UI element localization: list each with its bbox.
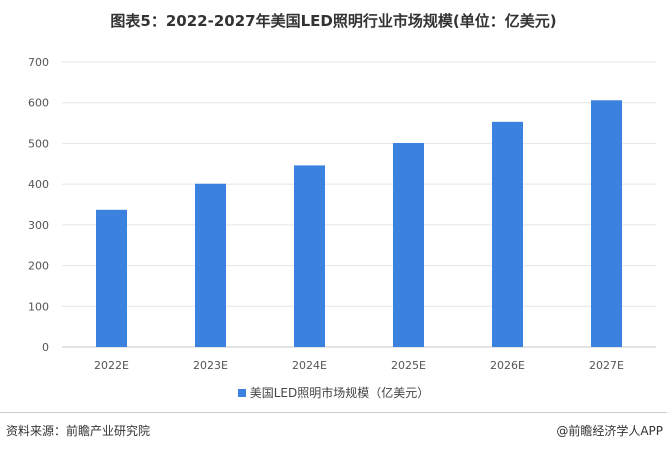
legend-swatch [237,389,246,397]
bar [492,121,523,347]
x-tick-label: 2026E [490,359,525,372]
y-tick-label: 400 [28,178,49,191]
y-tick-label: 500 [28,137,49,150]
bar [393,143,424,347]
x-tick-label: 2025E [391,359,426,372]
y-tick-label: 100 [28,300,49,313]
legend-label: 美国LED照明市场规模（亿美元） [249,386,430,400]
x-tick-label: 2024E [292,359,327,372]
chart-title: 图表5：2022-2027年美国LED照明行业市场规模(单位：亿美元) [110,12,557,30]
brand-credit: @前瞻经济学人APP [556,424,663,438]
bar-chart: 0 100 200 300 400 500 600 700 2022E 2023E 2024E 202… [28,56,656,372]
x-tick-label: 2023E [193,359,228,372]
legend: 美国LED照明市场规模（亿美元） [0,384,667,401]
y-tick-label: 0 [42,341,49,354]
y-tick-label: 700 [28,56,49,69]
source-note: 资料来源：前瞻产业研究院 [6,424,151,438]
bar [195,183,226,347]
x-tick-label: 2027E [589,359,624,372]
y-tick-label: 300 [28,219,49,232]
bar [96,209,127,347]
bar [591,100,622,348]
y-tick-label: 200 [28,260,49,273]
x-tick-label: 2022E [94,359,129,372]
y-tick-label: 600 [28,97,49,110]
footer: 资料来源：前瞻产业研究院 @前瞻经济学人APP [0,412,667,451]
bar [294,165,325,347]
